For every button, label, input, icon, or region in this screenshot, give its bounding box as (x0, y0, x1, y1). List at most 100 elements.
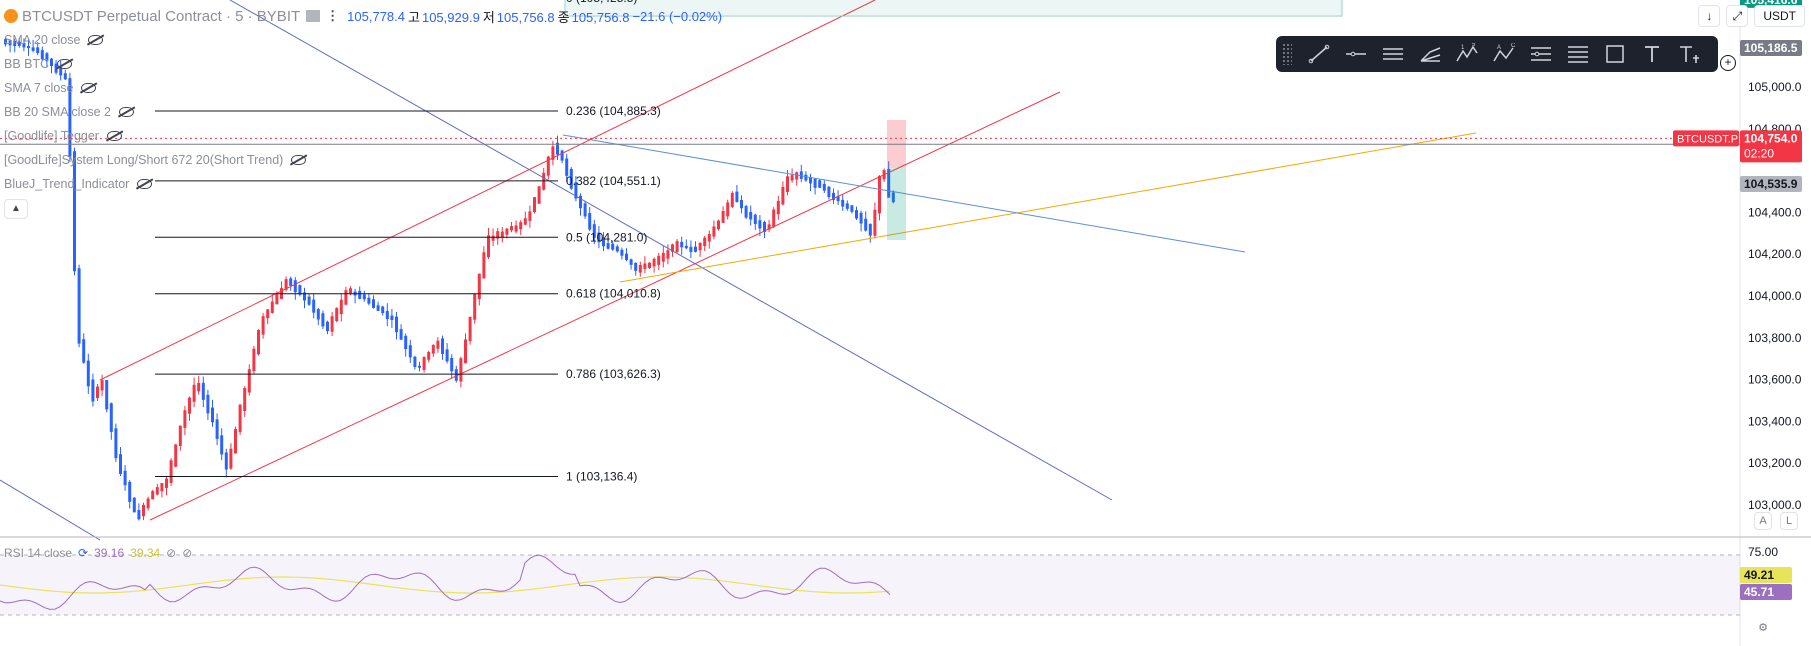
candle-body (188, 397, 191, 414)
price-tick-label: 103,800.0 (1748, 331, 1802, 345)
candle-body (565, 158, 569, 176)
candle-body (128, 481, 132, 502)
price-tick-label: 103,000.0 (1748, 498, 1802, 512)
candle-body (376, 305, 380, 311)
indicator-bb-btc[interactable]: BB BTC (4, 52, 306, 76)
indicator-sma7[interactable]: SMA 7 close (4, 76, 306, 100)
candle-body (799, 171, 803, 179)
fib-extension-icon[interactable] (1559, 40, 1596, 68)
candle-body (307, 296, 311, 305)
rectangle-icon[interactable] (1596, 40, 1633, 68)
rsi-ma-badge-text: 49.21 (1744, 568, 1774, 582)
candle-body (519, 222, 523, 230)
flag-icon[interactable] (306, 10, 321, 22)
eye-off-icon[interactable] (57, 59, 73, 69)
legend-collapse-button[interactable]: ▲ (4, 199, 28, 219)
add-plus-icon[interactable]: + (1720, 55, 1736, 71)
candle-body (220, 435, 224, 455)
candle-body (772, 209, 776, 227)
eye-off-icon[interactable] (137, 179, 153, 189)
eye-off-icon[interactable] (106, 131, 122, 141)
candle-body (96, 386, 99, 399)
text-size-icon[interactable] (1670, 40, 1707, 68)
candle-body (132, 497, 136, 513)
pitchfork-icon[interactable] (1411, 40, 1448, 68)
rsi-line (0, 554, 891, 610)
candle-body (638, 264, 642, 273)
indicator-bb20[interactable]: BB 20 SMA close 2 (4, 100, 306, 124)
price-badge-text: 104,535.9 (1744, 177, 1798, 191)
indicator-bluej-trend[interactable]: BlueJ_Trend_Indicator (4, 172, 306, 196)
candle-body (275, 294, 279, 305)
rsi-title[interactable]: RSI 14 close (4, 546, 73, 560)
price-badge (1740, 175, 1802, 192)
fib-level-label: 0.618 (104,010.8) (566, 287, 661, 301)
no-symbol-icon[interactable]: ⊘ (166, 546, 177, 560)
refresh-icon[interactable]: ⟳ (78, 546, 89, 560)
candle-body (445, 349, 449, 362)
candle-body (119, 454, 122, 474)
auto-scale-button[interactable]: A (1754, 512, 1772, 530)
parallel-channel-icon[interactable] (1374, 40, 1411, 68)
more-dots-icon[interactable]: ⋮ (326, 8, 340, 23)
candle-body (381, 306, 385, 314)
fib-retracement: 0 (105,425.5) 0.236 (104,885.3) 0.382 (104… (155, 0, 1343, 483)
candle-body (597, 232, 601, 243)
candle-body (583, 203, 587, 217)
indicator-system-long-short[interactable]: [GoodLife]System Long/Short 672 20(Short… (4, 148, 307, 172)
candle-body (27, 46, 30, 49)
fullscreen-icon[interactable]: ⤢ (1726, 5, 1749, 27)
candle-body (588, 213, 592, 230)
eye-off-icon[interactable] (88, 35, 104, 45)
candle-body (68, 78, 72, 157)
rsi-settings-icon[interactable]: ⚙ (1754, 620, 1772, 638)
trend-line-icon[interactable] (1300, 40, 1337, 68)
orange-trendline (619, 132, 1477, 283)
price-badge-text: 105,186.5 (1744, 41, 1798, 55)
download-icon[interactable]: ↓ (1698, 5, 1721, 27)
horizontal-ray-icon[interactable] (1337, 40, 1374, 68)
candle-body (845, 203, 849, 209)
price-tick-label: 103,600.0 (1748, 373, 1802, 387)
candle-body (358, 290, 362, 299)
candle-body (372, 299, 375, 308)
countdown-text: 02:20 (1744, 146, 1774, 160)
eye-off-icon[interactable] (81, 83, 97, 93)
fib-retracement-icon[interactable] (1522, 40, 1559, 68)
candle-body (427, 351, 431, 360)
fib-level-label: 0.236 (104,885.3) (566, 104, 661, 118)
symbol-tag (1673, 130, 1739, 147)
candle-body (160, 483, 164, 492)
candle-body (510, 226, 513, 231)
no-symbol-icon[interactable]: ⊘ (182, 546, 193, 560)
candle-body (822, 183, 826, 191)
eye-off-icon[interactable] (291, 155, 307, 165)
log-scale-button[interactable]: L (1780, 512, 1798, 530)
candle-body (464, 339, 467, 364)
text-icon[interactable] (1633, 40, 1670, 68)
candle-body (648, 262, 651, 268)
candle-body (473, 294, 477, 320)
candle-body (105, 379, 109, 410)
drag-handle-icon[interactable] (1282, 43, 1292, 65)
candle-body (266, 309, 270, 319)
candle-body (36, 47, 40, 54)
indicator-sma20[interactable]: SMA 20 close (4, 28, 306, 52)
downtrend-line-2 (0, 479, 101, 541)
currency-select[interactable]: USDT (1754, 5, 1805, 27)
fib-level-label: 0.382 (104,551.1) (566, 174, 661, 188)
current-price-badge (1740, 130, 1802, 163)
candle-body (873, 209, 877, 236)
candle-body (712, 226, 716, 237)
indicator-tegger[interactable]: [Goodlife] Tegger (4, 124, 306, 148)
symbol-tag-text: BTCUSDT.P (1677, 133, 1738, 145)
candle-body (252, 348, 256, 372)
top-right-controls: ↓ ⤢ USDT (1698, 5, 1805, 27)
candle-body (326, 321, 329, 332)
eye-off-icon[interactable] (119, 107, 135, 117)
symbol-title[interactable]: BTCUSDT Perpetual Contract · 5 · BYBIT (22, 7, 301, 25)
